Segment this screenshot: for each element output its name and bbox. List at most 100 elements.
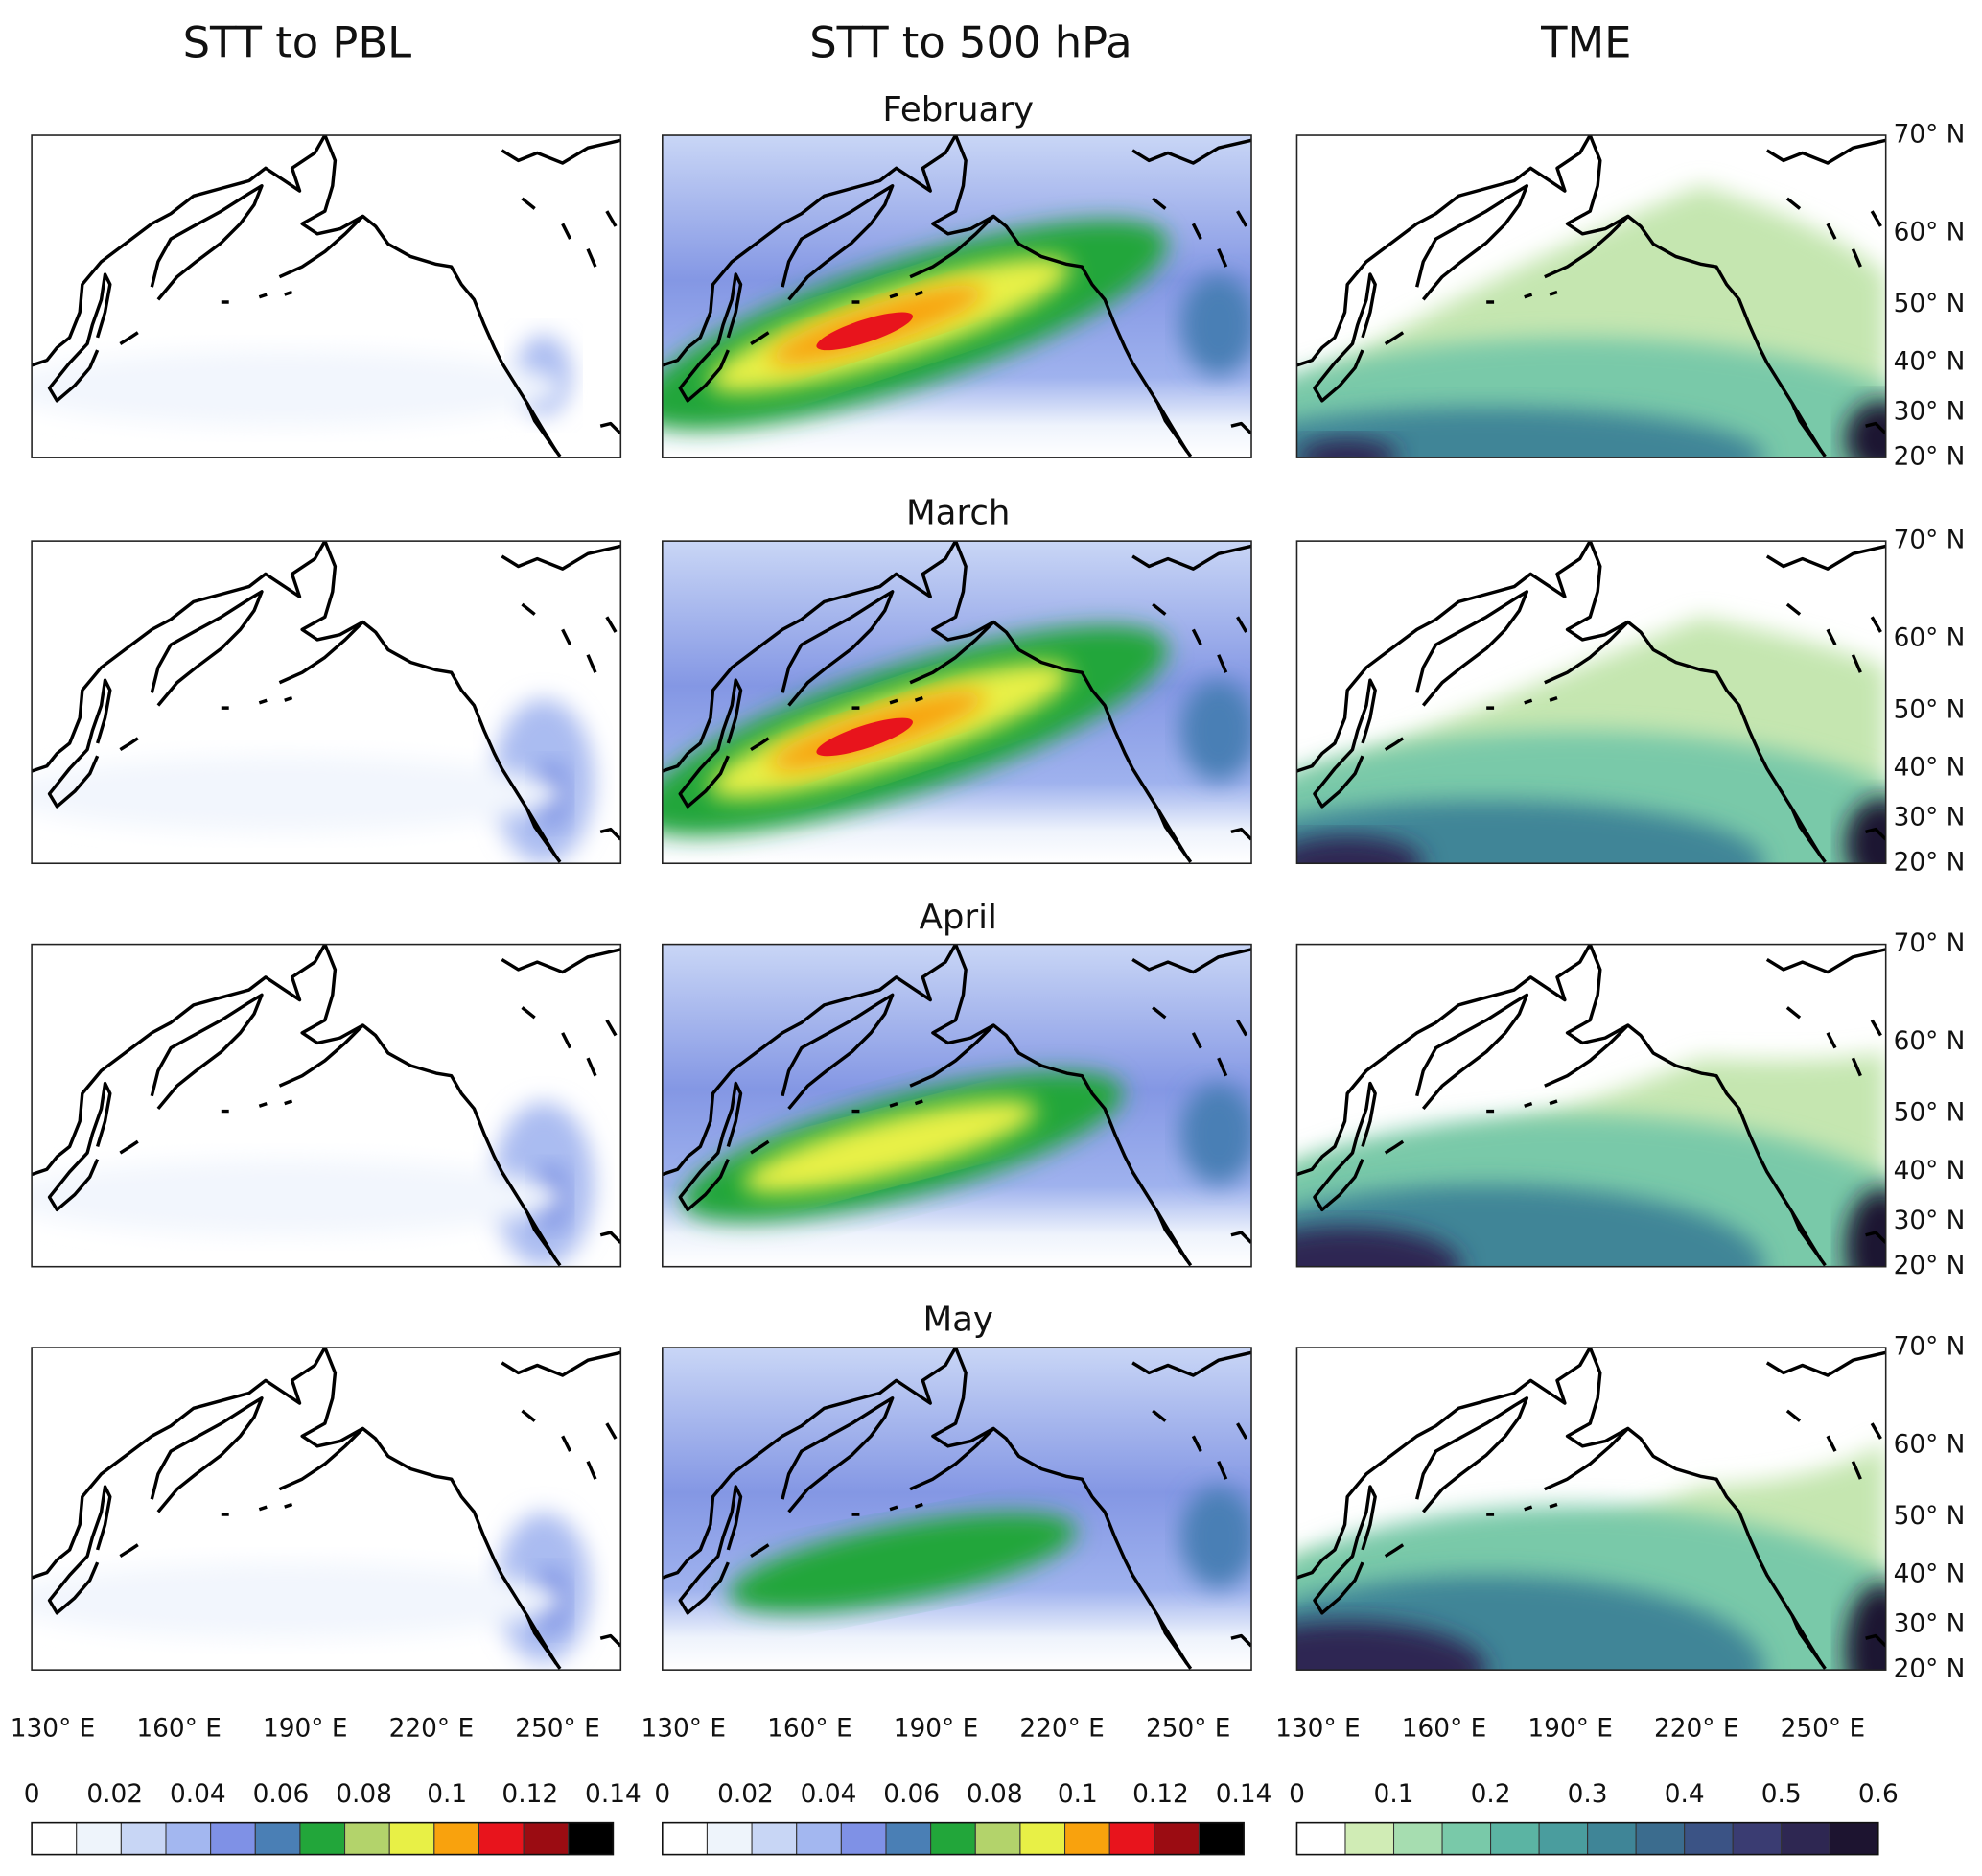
colorbar-swatch [1441,1822,1492,1856]
colorbar-swatch [1781,1822,1830,1856]
map-panel [1296,944,1886,1267]
colorbar-swatch [1019,1822,1066,1856]
colorbar-swatch [1198,1822,1245,1856]
colorbar-swatch [1154,1822,1201,1856]
map-panel [32,135,621,458]
colorbar-tick-label: 0.6 [1858,1780,1899,1809]
row-title: March [906,493,1010,532]
lat-tick-label: 60° N [1894,624,1966,653]
colorbar-swatch [1538,1822,1589,1856]
lon-tick-label: 130° E [641,1715,726,1744]
colorbar-tick-label: 0.04 [170,1780,226,1809]
colorbar-swatch [1064,1822,1110,1856]
colorbar-tick-label: 0.08 [336,1780,392,1809]
colorbar-tick-label: 0.12 [1132,1780,1189,1809]
field [1296,438,1398,458]
panel-frame [31,1347,622,1671]
panel-frame [1295,1347,1887,1671]
lat-tick-label: 30° N [1894,804,1966,832]
column-title: STT to PBL [183,16,412,67]
colorbar-tick-label: 0.04 [801,1780,857,1809]
column-title: STT to 500 hPa [809,16,1131,67]
field [1296,835,1424,864]
colorbar-tick-label: 0.14 [585,1780,641,1809]
colorbar-swatch [662,1822,708,1856]
colorbar-swatch [433,1822,480,1856]
field [1296,407,1765,458]
field [1180,274,1252,376]
colorbar-frame [31,1821,615,1856]
lat-tick-label: 50° N [1894,1502,1966,1531]
colorbar-frame [662,1821,1245,1856]
colorbar-tick-label: 0.06 [883,1780,940,1809]
field [1845,1188,1886,1267]
field [742,1099,1038,1194]
colorbar-swatch [1635,1822,1686,1856]
lat-tick-label: 70° N [1894,929,1966,958]
field [816,312,913,351]
lat-tick-label: 60° N [1894,219,1966,247]
colorbar-swatch [388,1822,435,1856]
colorbar-tick-label: 0.02 [86,1780,143,1809]
lat-tick-label: 20° N [1894,1252,1966,1280]
colorbar-tick-label: 0.3 [1568,1780,1608,1809]
panel-frame [1295,540,1887,865]
field [1296,1226,1461,1267]
colorbar-tick-label: 0.1 [427,1780,467,1809]
colorbar-frame [1295,1821,1879,1856]
map-panel [1296,1348,1886,1671]
map-panel [32,944,621,1267]
colorbar-swatch [1684,1822,1734,1856]
colorbar-swatch [840,1822,887,1856]
colorbar-swatch [76,1822,122,1856]
field [32,350,563,427]
lon-tick-label: 190° E [1527,1715,1613,1744]
field [32,1562,563,1639]
panel-frame [31,134,622,458]
field [1180,1083,1252,1185]
colorbar-swatch [796,1822,842,1856]
lat-tick-label: 30° N [1894,1610,1966,1639]
lon-tick-label: 250° E [1781,1715,1866,1744]
lon-tick-label: 190° E [894,1715,979,1744]
lat-tick-label: 50° N [1894,695,1966,724]
lat-tick-label: 30° N [1894,1207,1966,1235]
lat-tick-label: 40° N [1894,348,1966,377]
lat-tick-label: 30° N [1894,398,1966,427]
colorbar-tick-label: 0.06 [253,1780,310,1809]
map-panel [1296,135,1886,458]
map-panel [32,541,621,864]
field [728,1513,1077,1613]
colorbar-swatch [706,1822,753,1856]
colorbar-swatch [568,1822,614,1856]
map-panel [32,1348,621,1671]
panel-frame [662,943,1252,1268]
colorbar-swatch [930,1822,976,1856]
column-title: TME [1540,16,1631,67]
colorbar-swatch [885,1822,932,1856]
colorbar-tick-label: 0 [24,1780,40,1809]
colorbar-swatch [1392,1822,1443,1856]
lon-tick-label: 130° E [11,1715,96,1744]
row-title: April [920,898,997,937]
colorbar-tick-label: 0.1 [1374,1780,1414,1809]
panel-frame [662,1347,1252,1671]
colorbar-swatch [1829,1822,1879,1856]
colorbar-tick-label: 0.08 [967,1780,1023,1809]
field [32,756,563,832]
colorbar-swatch [523,1822,570,1856]
lon-tick-label: 130° E [1275,1715,1361,1744]
colorbar-tick-label: 0.5 [1761,1780,1802,1809]
colorbar-swatch [974,1822,1021,1856]
lon-tick-label: 220° E [1654,1715,1739,1744]
colorbar-swatch [344,1822,390,1856]
colorbar-swatch [751,1822,798,1856]
colorbar-swatch [1490,1822,1540,1856]
lon-tick-label: 160° E [1402,1715,1487,1744]
colorbar-swatch [120,1822,167,1856]
lat-tick-label: 40° N [1894,1157,1966,1185]
colorbar-swatch [1732,1822,1783,1856]
field [1296,1621,1487,1671]
colorbar-tick-label: 0.1 [1058,1780,1098,1809]
lon-tick-label: 190° E [263,1715,348,1744]
